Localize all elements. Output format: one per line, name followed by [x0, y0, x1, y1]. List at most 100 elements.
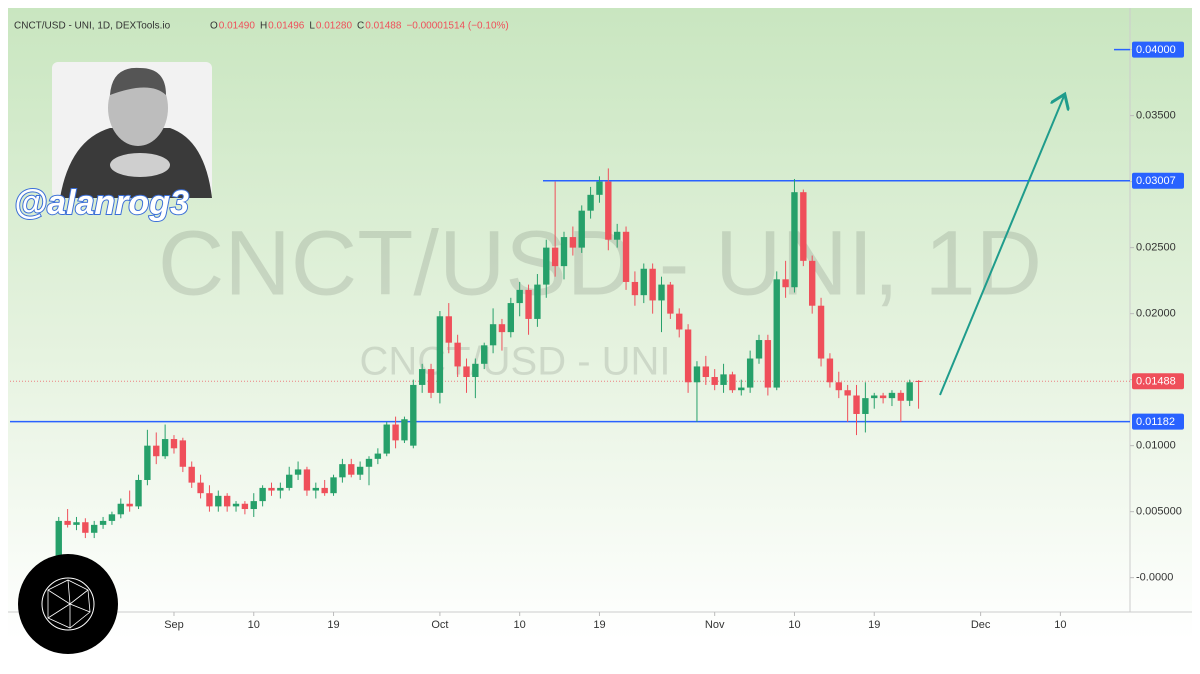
candle-body — [161, 439, 169, 457]
x-tick-label: 19 — [327, 619, 339, 631]
candle-body — [463, 366, 470, 378]
ohlc-letter: O — [210, 21, 218, 32]
candle-body — [223, 495, 231, 507]
candle-body — [64, 520, 71, 525]
candle-body — [551, 247, 559, 267]
candle-body — [481, 345, 488, 364]
ohlc-letter: L — [309, 21, 315, 32]
candle-body — [729, 374, 736, 391]
y-tick-label: 0.03500 — [1136, 110, 1176, 122]
handle: @alanrog3 — [14, 184, 189, 222]
candle-body — [144, 445, 151, 480]
candle-body — [232, 503, 240, 507]
candle-body — [108, 514, 116, 521]
x-tick-label: Dec — [971, 619, 991, 631]
candle-body — [170, 439, 178, 449]
candle-body — [410, 384, 417, 446]
candle-body — [330, 477, 337, 494]
candle-body — [578, 210, 585, 248]
watermark: CNCT/USD - UNI, 1D — [158, 212, 1042, 314]
logo-ring — [41, 577, 95, 631]
x-tick-label: 10 — [1054, 619, 1066, 631]
x-tick-label: 10 — [788, 619, 800, 631]
ohlc-value: 0.01488 — [365, 21, 402, 32]
candle-body — [587, 194, 594, 211]
candle-body — [764, 340, 772, 388]
level-box — [1132, 172, 1184, 189]
candle-body — [915, 380, 922, 382]
avatar — [52, 62, 212, 198]
candle-body — [268, 487, 275, 491]
level-box — [1132, 41, 1184, 58]
candle-body — [702, 366, 710, 378]
candle-body — [383, 424, 390, 454]
candle-body — [569, 237, 577, 248]
grid-layer — [10, 48, 1134, 616]
candle-body — [631, 281, 639, 296]
candle-body — [596, 181, 603, 195]
candle-body — [356, 466, 364, 475]
x-tick-label: 19 — [593, 619, 605, 631]
candle-body — [179, 440, 187, 467]
level-label: 0.01182 — [1136, 416, 1175, 428]
candle-body — [126, 503, 133, 507]
candle-body — [401, 419, 408, 441]
level-label: 0.01488 — [1136, 376, 1176, 388]
candle-body — [489, 324, 497, 346]
candle-body — [365, 458, 373, 467]
candle-body — [525, 289, 532, 319]
candle-body — [241, 503, 249, 510]
candle-body — [676, 313, 683, 330]
candle-body — [99, 520, 107, 525]
candle-body — [826, 358, 834, 383]
candle-body — [507, 303, 515, 333]
y-tick-label: -0.0000 — [1136, 572, 1173, 584]
candle-body — [374, 453, 382, 459]
symbol: CNCT/USD - UNI, 1D, DEXTools.io — [14, 21, 171, 32]
candle-body — [862, 398, 869, 414]
candle-body — [294, 469, 302, 475]
candle-body — [782, 279, 789, 288]
candle-body — [560, 237, 568, 267]
candle-body — [250, 501, 257, 510]
header: CNCT/USD - UNI, 1D, DEXTools.io O 0.01490… — [14, 21, 509, 32]
candle-body — [888, 392, 896, 399]
candle-body — [879, 395, 887, 399]
candle-body — [844, 390, 851, 396]
candle-body — [738, 387, 745, 391]
candle-body — [259, 487, 266, 502]
candle-body — [215, 495, 222, 507]
watermark-small: CNCT/USD - UNI — [359, 340, 670, 384]
level-box — [1132, 413, 1184, 430]
candle-body — [906, 382, 913, 401]
ohlc-value: 0.01280 — [316, 21, 353, 32]
candle-body — [55, 520, 62, 558]
candle-body — [277, 487, 284, 491]
candle-body — [711, 377, 718, 385]
candle-body — [498, 324, 506, 333]
candle-body — [543, 247, 550, 285]
candle-body — [684, 329, 692, 383]
candle-body — [135, 479, 142, 507]
candle-body — [658, 284, 665, 301]
candle-body — [897, 392, 905, 401]
x-tick-label: 10 — [248, 619, 260, 631]
candle-body — [613, 231, 621, 240]
candle-body — [312, 487, 319, 491]
candle-body — [188, 466, 195, 483]
level-label: 0.03007 — [1136, 175, 1176, 187]
candle-body — [348, 464, 355, 475]
level-label: 0.04000 — [1136, 44, 1176, 56]
avatar-hair — [110, 67, 166, 95]
candle-body — [418, 369, 426, 385]
candle-body — [534, 284, 541, 319]
candle-body — [91, 524, 98, 533]
y-tick-label: 0.02000 — [1136, 308, 1176, 320]
candle-body — [454, 342, 461, 367]
candle-body — [286, 474, 293, 488]
candle-body — [720, 374, 727, 385]
candle-layer — [55, 168, 922, 561]
candle-body — [516, 289, 523, 304]
candle-body — [206, 493, 213, 507]
candle-body — [197, 482, 204, 494]
